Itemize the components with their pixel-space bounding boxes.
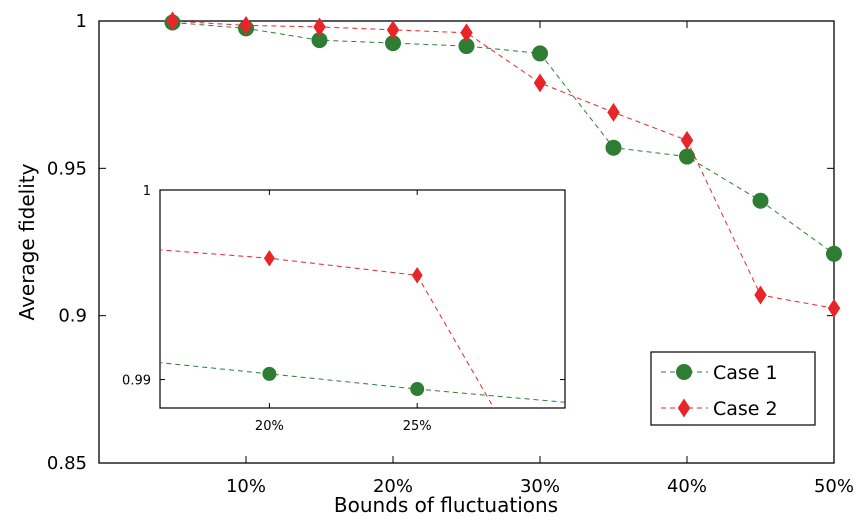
data-point-case-1 xyxy=(605,139,622,156)
data-point-case-2 xyxy=(166,11,179,31)
x-tick-label: 10% xyxy=(226,476,266,497)
data-point-case-2 xyxy=(754,285,767,305)
inset-x-tick-label: 20% xyxy=(255,419,284,434)
inset-y-tick-label: 0.99 xyxy=(122,374,151,389)
y-tick-label: 0.85 xyxy=(47,453,87,474)
data-point-case-1 xyxy=(311,32,328,49)
plot-frame xyxy=(98,20,835,464)
main-plot: 10% 20% 30% 40% 50% 0.85 0.9 0.95 1 xyxy=(47,11,854,497)
legend-marker-case-1 xyxy=(676,364,692,380)
y-tick-label: 0.9 xyxy=(58,306,87,327)
inset-x-tick-label: 25% xyxy=(403,419,432,434)
data-point-case-1 xyxy=(752,192,769,209)
inset-frame xyxy=(159,189,566,409)
data-point-case-2 xyxy=(607,102,620,122)
inset-series-group xyxy=(160,249,565,408)
inset-series-line-case-1 xyxy=(160,362,565,403)
data-point-case-2 xyxy=(313,17,326,37)
y-tick-label: 1 xyxy=(76,11,87,32)
data-point-case-1 xyxy=(826,245,842,262)
series-line-case-2 xyxy=(172,20,835,309)
data-point-case-2 xyxy=(680,130,694,150)
inset-series-line-case-2 xyxy=(160,249,495,408)
data-point-case-2 xyxy=(533,73,547,93)
inset-plot: 20% 25% 0.99 1 xyxy=(122,184,566,434)
legend-marker-case-2 xyxy=(677,398,691,418)
series-line-case-1 xyxy=(172,21,835,255)
data-point-case-1 xyxy=(532,45,548,62)
x-tick-label: 40% xyxy=(667,476,707,497)
data-point-case-1 xyxy=(458,38,475,55)
inset-data-point-case-2 xyxy=(263,249,275,267)
legend-box xyxy=(650,351,816,426)
y-tick-label: 0.95 xyxy=(47,158,87,179)
inset-data-point-case-1 xyxy=(410,382,425,397)
legend-label-case-2: Case 2 xyxy=(713,398,778,420)
x-tick-label: 50% xyxy=(814,476,854,497)
data-point-case-2 xyxy=(386,20,400,40)
inset-data-point-case-2 xyxy=(411,267,423,284)
x-tick-label: 30% xyxy=(520,476,560,497)
data-point-case-1 xyxy=(385,35,401,52)
data-point-case-2 xyxy=(827,298,841,318)
data-point-case-2 xyxy=(239,15,253,35)
inset-data-point-case-1 xyxy=(262,366,277,381)
y-axis-label: Average fidelity xyxy=(15,163,39,320)
legend: Case 1 Case 2 xyxy=(650,351,816,426)
legend-label-case-1: Case 1 xyxy=(713,362,778,384)
x-tick-label: 20% xyxy=(373,476,413,497)
x-axis-label: Bounds of fluctuations xyxy=(334,493,558,517)
data-point-case-2 xyxy=(460,23,473,43)
inset-y-tick-label: 1 xyxy=(143,184,151,199)
data-point-case-1 xyxy=(679,148,695,165)
